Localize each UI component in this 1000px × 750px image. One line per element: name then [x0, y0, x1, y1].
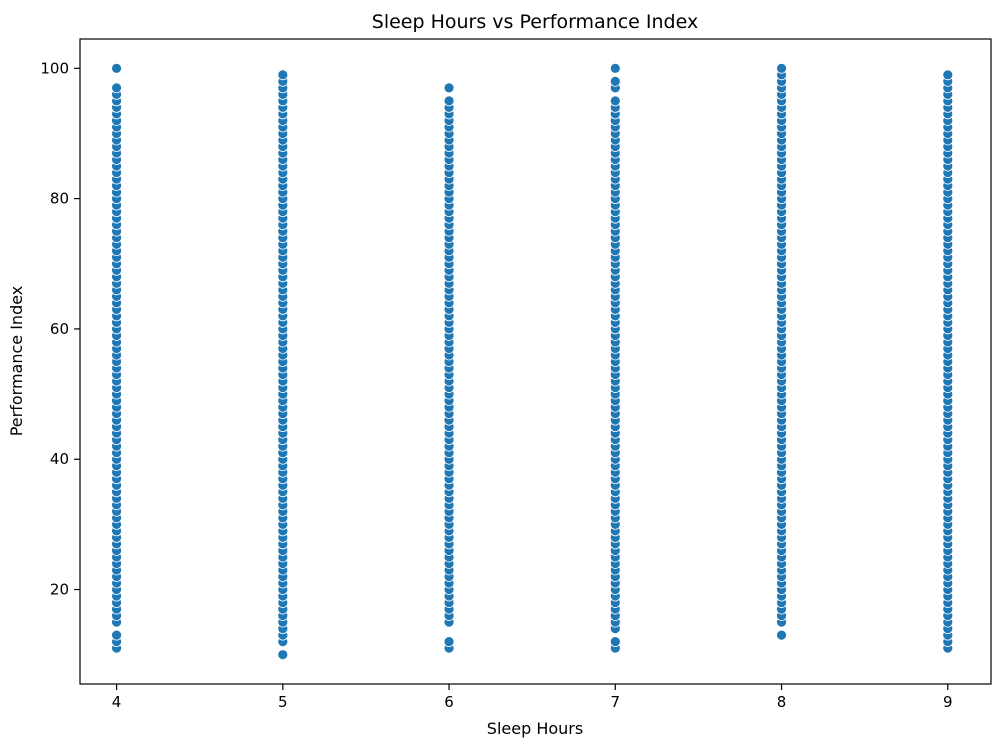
y-tick-label: 20: [50, 581, 69, 599]
data-point: [277, 649, 289, 661]
data-point: [609, 75, 621, 87]
plot-frame: [79, 38, 992, 685]
data-point: [776, 629, 787, 641]
chart-title: Sleep Hours vs Performance Index: [372, 11, 698, 33]
data-point: [443, 636, 455, 648]
y-axis-label: Performance Index: [7, 286, 26, 437]
data-point: [443, 95, 455, 107]
data-point: [277, 69, 289, 81]
data-point: [111, 629, 122, 641]
x-axis-ticks: 4 5 6 7 8 9: [112, 684, 953, 711]
data-point: [776, 62, 787, 74]
y-tick-label: 40: [50, 450, 69, 468]
data-point: [609, 62, 621, 74]
data-point: [443, 82, 455, 94]
y-tick-label: 80: [50, 190, 69, 208]
x-tick-label: 9: [943, 693, 953, 711]
x-axis-label: Sleep Hours: [487, 719, 583, 738]
data-point: [111, 82, 122, 94]
x-tick-label: 6: [444, 693, 454, 711]
y-tick-label: 60: [50, 320, 69, 338]
x-tick-label: 7: [611, 693, 621, 711]
x-tick-label: 5: [278, 693, 288, 711]
data-point: [609, 636, 621, 648]
x-tick-label: 8: [777, 693, 787, 711]
y-axis-ticks: 20 40 60 80 100: [40, 59, 80, 599]
data-points: [111, 62, 954, 661]
y-tick-label: 100: [40, 59, 69, 77]
data-point: [609, 95, 621, 107]
data-point: [942, 69, 954, 81]
data-point: [111, 62, 122, 74]
x-tick-label: 4: [112, 693, 122, 711]
